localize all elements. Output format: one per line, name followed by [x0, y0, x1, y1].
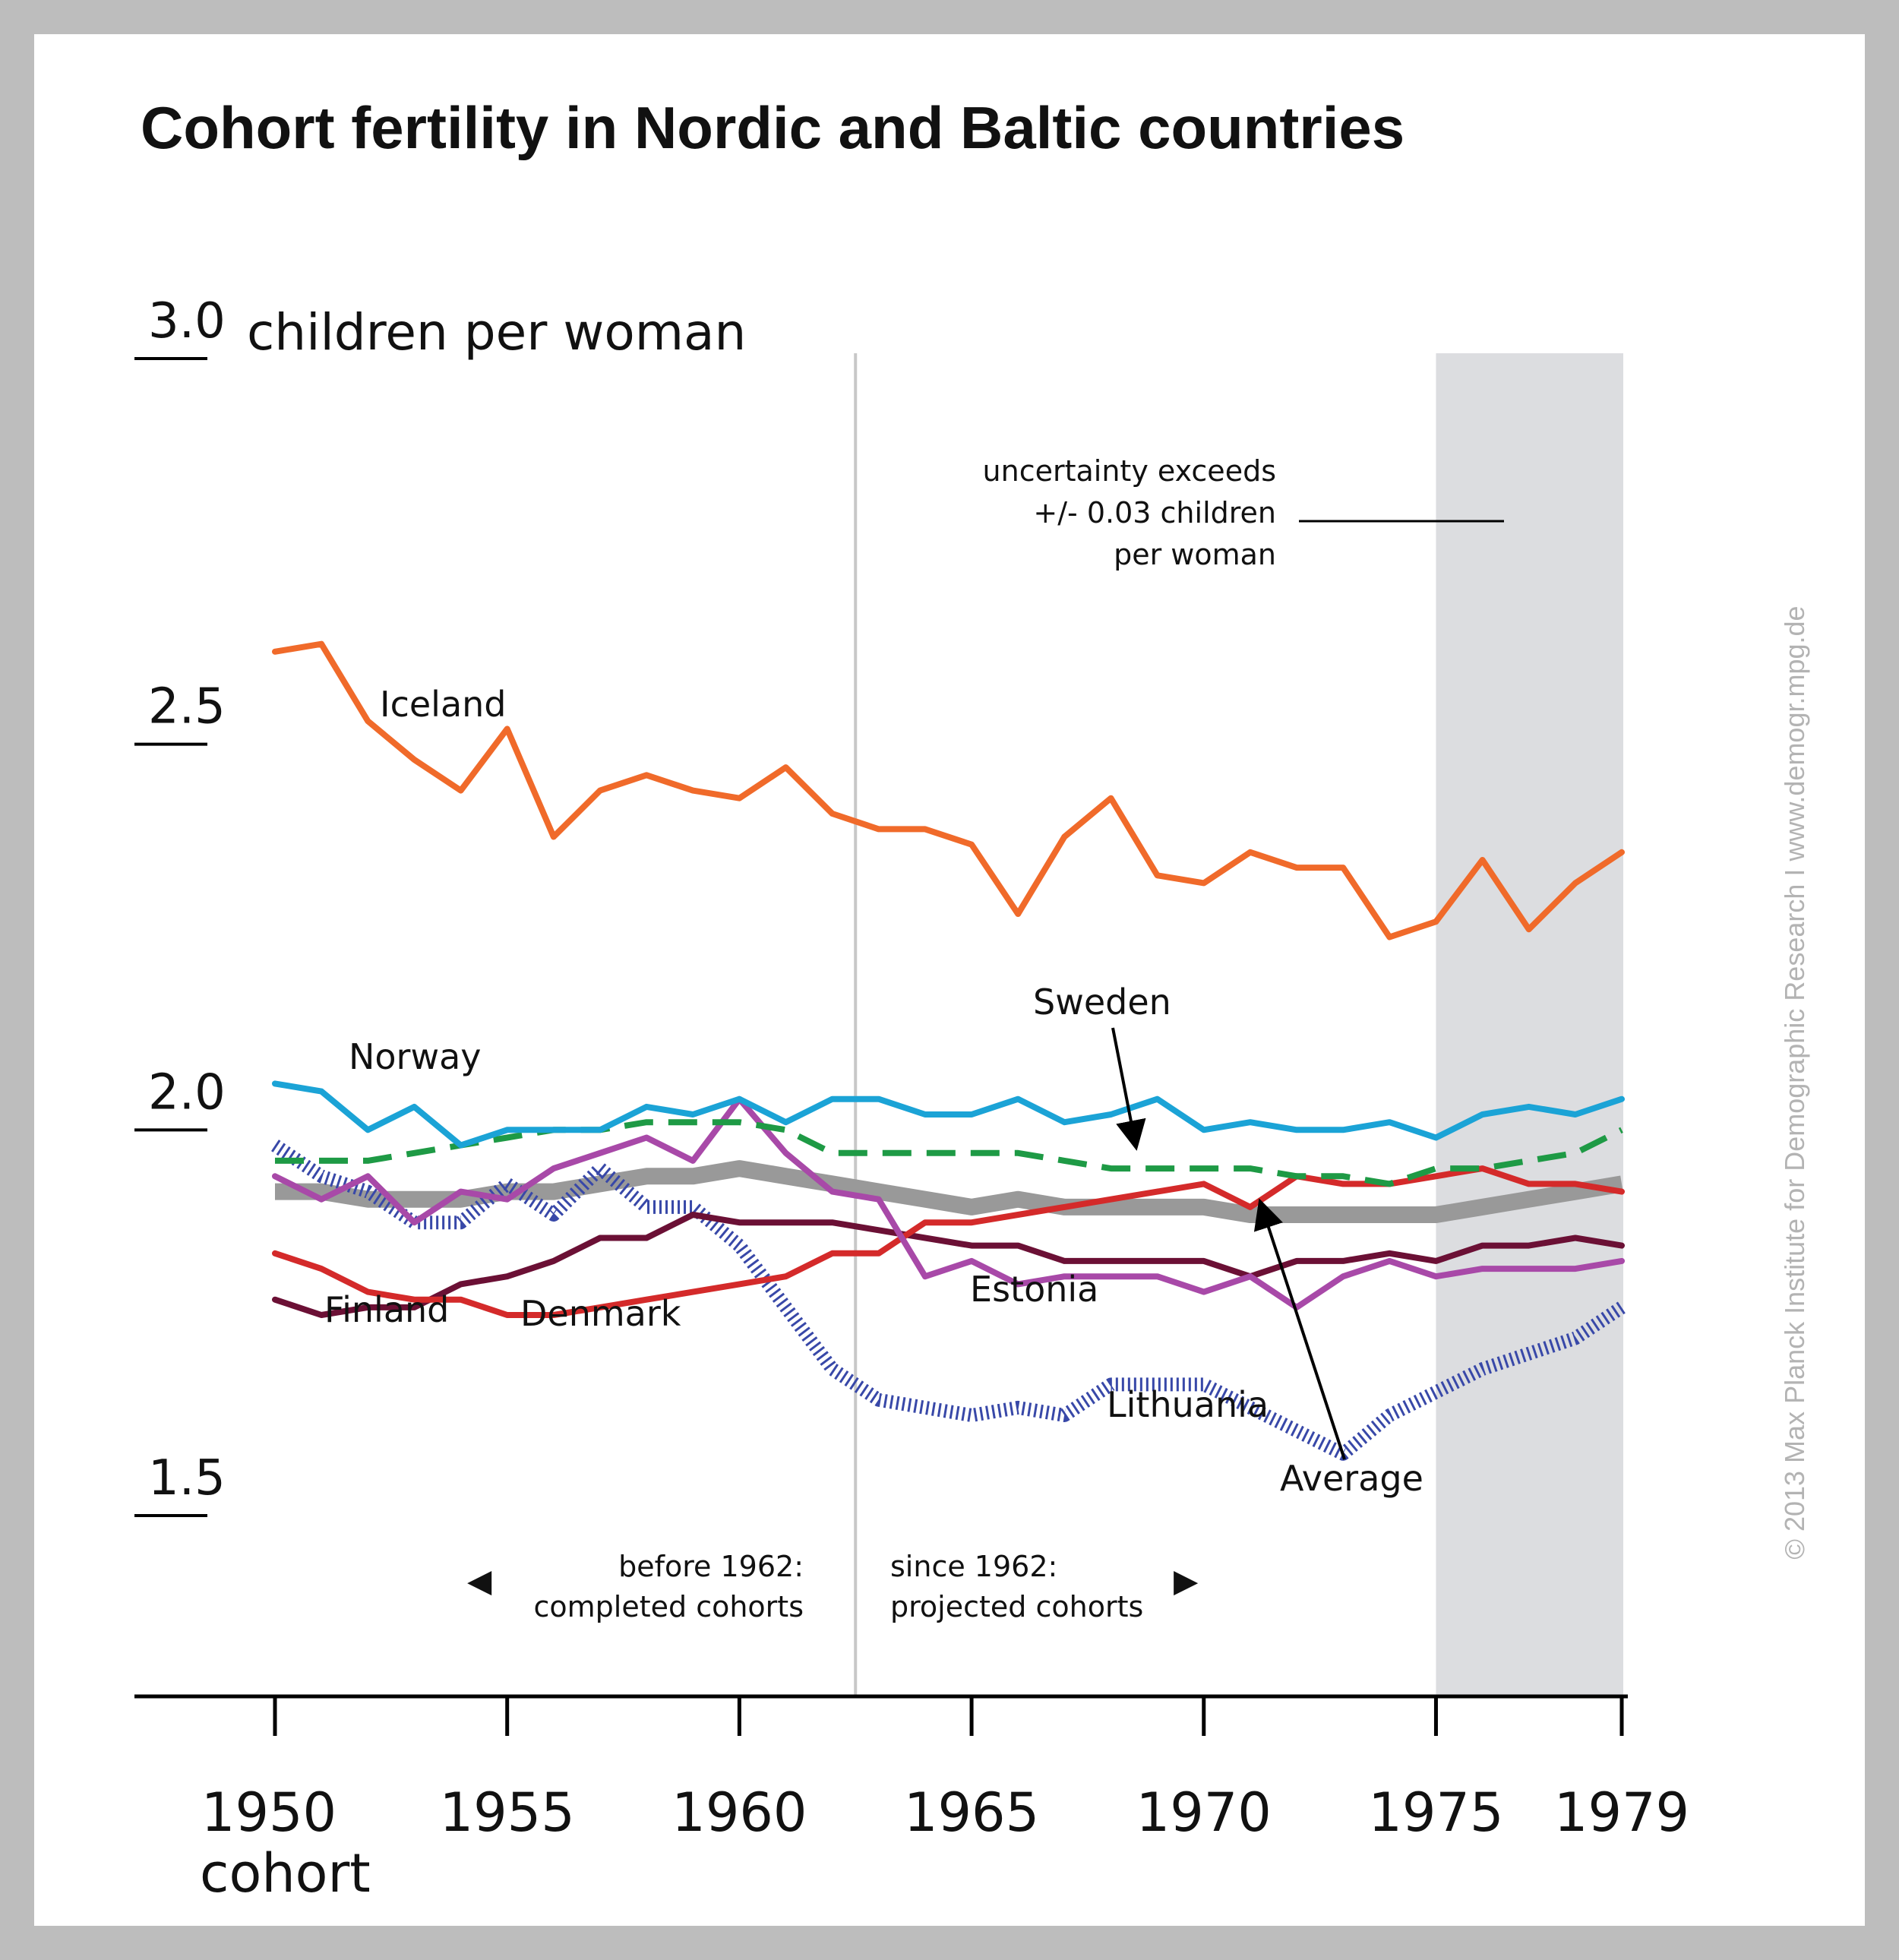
right-arrow-icon: ▶: [1174, 1563, 1199, 1598]
label-average: Average: [1280, 1458, 1423, 1499]
series-line-sweden: [275, 1119, 1623, 1187]
x-tick-label: 1950: [201, 1781, 337, 1844]
series-line-norway: [272, 1080, 1625, 1149]
sweden-pointer-arrow: [1111, 1027, 1146, 1151]
since-1962-line1: since 1962:: [890, 1550, 1057, 1583]
uncertainty-note-line1: uncertainty exceeds: [983, 454, 1276, 488]
y-tick-label: 2.0: [148, 1064, 226, 1121]
label-denmark: Denmark: [520, 1293, 681, 1334]
series-line-lithuania: [271, 1140, 1626, 1461]
x-axis-title: cohort: [200, 1842, 371, 1905]
series-line-estonia: [272, 1095, 1625, 1310]
series-line-finland: [272, 1212, 1625, 1318]
uncertainty-note-line3: per woman: [1114, 538, 1276, 571]
since-1962-line2: projected cohorts: [890, 1590, 1143, 1623]
left-arrow-icon: ◀: [467, 1563, 492, 1598]
y-tick-label: 1.5: [148, 1450, 226, 1506]
chart-svg: Cohort fertility in Nordic and Baltic co…: [134, 94, 1810, 1905]
x-tick-label: 1975: [1368, 1781, 1503, 1844]
uncertainty-note-line2: +/- 0.03 children: [1033, 496, 1276, 530]
y-unit-label: children per woman: [247, 303, 746, 362]
label-finland: Finland: [324, 1289, 449, 1330]
x-tick-label: 1965: [904, 1781, 1039, 1844]
label-norway: Norway: [349, 1036, 482, 1077]
label-estonia: Estonia: [970, 1269, 1098, 1310]
series-line-iceland: [272, 640, 1625, 940]
before-1962-line2: completed cohorts: [534, 1590, 804, 1623]
label-lithuania: Lithuania: [1107, 1384, 1269, 1425]
series-layer: [271, 640, 1626, 1461]
y-tick-label: 3.0: [148, 293, 226, 349]
y-tick-label: 2.5: [148, 679, 226, 735]
average-pointer-arrow: [1253, 1198, 1346, 1460]
x-axis: 1950 1955 1960 1965 1970 1975 1979: [134, 1694, 1689, 1844]
uncertainty-region: [1436, 353, 1623, 1696]
y-axis-ticks: 1.5 2.0 2.5 3.0: [134, 293, 226, 1517]
before-1962-line1: before 1962:: [618, 1550, 804, 1583]
x-tick-label: 1960: [671, 1781, 807, 1844]
x-tick-label: 1979: [1554, 1781, 1689, 1844]
chart-title: Cohort fertility in Nordic and Baltic co…: [141, 94, 1405, 161]
copyright-notice: © 2013 Max Planck Institute for Demograp…: [1779, 605, 1810, 1559]
label-sweden: Sweden: [1033, 982, 1171, 1023]
chart-card: Cohort fertility in Nordic and Baltic co…: [34, 34, 1865, 1926]
label-iceland: Iceland: [380, 684, 506, 725]
x-tick-label: 1970: [1136, 1781, 1272, 1844]
x-tick-label: 1955: [440, 1781, 575, 1844]
series-line-denmark: [272, 1165, 1625, 1318]
